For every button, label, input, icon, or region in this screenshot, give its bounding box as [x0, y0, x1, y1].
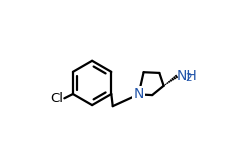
- Text: 2: 2: [185, 73, 192, 83]
- Text: NH: NH: [177, 69, 198, 83]
- Text: Cl: Cl: [50, 92, 63, 105]
- Text: N: N: [134, 87, 144, 101]
